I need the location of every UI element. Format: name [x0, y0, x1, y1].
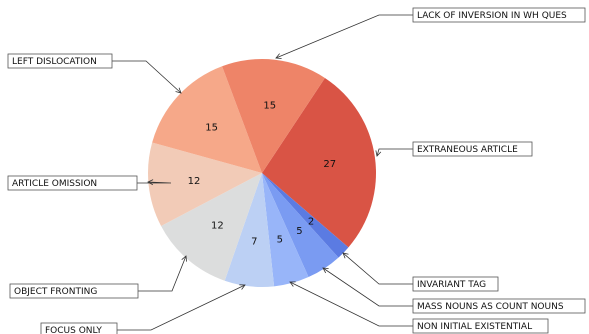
callout-leader-left-dislocation: [112, 60, 182, 94]
callout-leader-focus-only: [117, 284, 246, 331]
callout-arrowhead-extraneous-article: [375, 150, 382, 157]
callout-box-object-fronting: [9, 283, 139, 299]
slice-value-extraneous-article: 27: [323, 159, 336, 170]
callout-leader-non-initial-existential: [289, 281, 413, 327]
callout-arrowhead-object-fronting: [181, 255, 187, 262]
callout-arrowhead-mass-nouns-as-count-nouns: [322, 267, 329, 274]
callout-box-non-initial-existential: [412, 318, 549, 334]
callout-leader-extraneous-article: [376, 148, 413, 157]
pie-slice-extraneous-article: [262, 77, 377, 248]
callout-arrowhead-left-dislocation: [175, 87, 182, 94]
slice-value-mass-nouns-as-count-nouns: 5: [296, 226, 302, 237]
callout-leader-object-fronting: [138, 255, 187, 292]
callout-arrowhead-lack-of-inversion-in-wh-ques: [275, 53, 282, 59]
callout-arrowhead-non-initial-existential: [289, 281, 296, 287]
callout-leader-mass-nouns-as-count-nouns: [322, 267, 413, 307]
pie-slice-left-dislocation: [152, 66, 262, 173]
callout-arrowhead-focus-only: [239, 284, 246, 290]
callout-box-lack-of-inversion-in-wh-ques: [412, 7, 586, 23]
slice-value-focus-only: 7: [251, 237, 257, 248]
callout-label-invariant-tag: INVARIANT TAG: [417, 280, 486, 290]
slice-value-non-initial-existential: 5: [277, 235, 283, 246]
pie-slice-object-fronting: [161, 173, 262, 281]
slice-value-invariant-tag: 2: [308, 216, 314, 227]
slice-value-left-dislocation: 15: [205, 122, 218, 133]
callout-box-left-dislocation: [7, 53, 113, 69]
callout-label-lack-of-inversion-in-wh-ques: LACK OF INVERSION IN WH QUES: [417, 11, 567, 21]
pie-slice-lack-of-inversion-in-wh-ques: [222, 59, 325, 173]
slice-value-article-omission: 12: [188, 176, 201, 187]
callout-label-focus-only: FOCUS ONLY: [45, 326, 102, 334]
pie-slice-article-omission: [148, 142, 262, 226]
callout-box-article-omission: [7, 175, 138, 191]
slice-callouts: EXTRANEOUS ARTICLE INVARIANT TAG MASS NOUN…: [7, 7, 586, 334]
callout-leader-article-omission: [137, 181, 172, 184]
pie-slice-non-initial-existential: [262, 173, 309, 287]
callout-arrowhead-article-omission: [147, 179, 154, 186]
callout-label-left-dislocation: LEFT DISLOCATION: [12, 57, 97, 67]
callout-label-object-fronting: OBJECT FRONTING: [14, 287, 97, 297]
callout-box-extraneous-article: [412, 141, 533, 157]
callout-label-article-omission: ARTICLE OMISSION: [12, 179, 97, 189]
callout-leader-invariant-tag: [342, 252, 413, 285]
slice-value-object-fronting: 12: [211, 220, 224, 231]
pie-slice-mass-nouns-as-count-nouns: [262, 173, 339, 278]
callout-label-non-initial-existential: NON INITIAL EXISTENTIAL: [417, 322, 532, 332]
pie-slice-focus-only: [224, 173, 275, 287]
pie-slice-invariant-tag: [262, 173, 349, 258]
pie-slices: [148, 59, 377, 287]
callout-box-invariant-tag: [412, 276, 499, 292]
callout-box-focus-only: [40, 322, 118, 334]
slice-value-lack-of-inversion-in-wh-ques: 15: [263, 101, 276, 112]
callout-label-extraneous-article: EXTRANEOUS ARTICLE: [417, 145, 518, 155]
callout-label-mass-nouns-as-count-nouns: MASS NOUNS AS COUNT NOUNS: [417, 302, 564, 312]
callout-leader-lack-of-inversion-in-wh-ques: [275, 14, 413, 59]
callout-box-mass-nouns-as-count-nouns: [412, 298, 586, 314]
callout-arrowhead-invariant-tag: [342, 252, 349, 259]
